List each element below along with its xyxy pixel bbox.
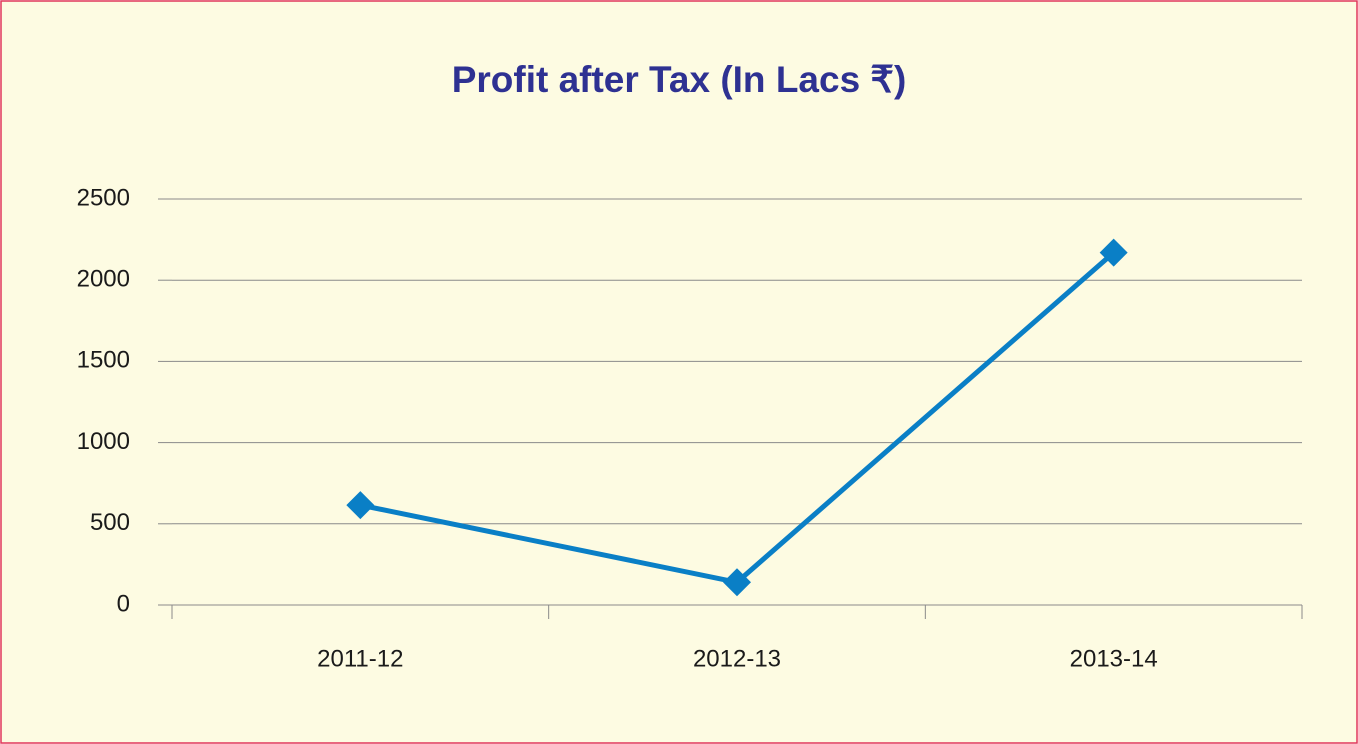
x-tick-label: 2012-13: [693, 645, 781, 672]
data-marker: [723, 568, 751, 597]
y-tick-label: 1000: [77, 428, 130, 455]
chart-title: Profit after Tax (In Lacs ₹): [452, 59, 907, 100]
x-tick-label: 2013-14: [1070, 645, 1158, 672]
y-tick-label: 500: [90, 509, 130, 536]
y-tick-label: 1500: [77, 347, 130, 374]
data-marker: [1099, 238, 1128, 267]
data-marker: [346, 491, 375, 520]
y-tick-label: 2000: [77, 266, 130, 293]
x-tick-label: 2011-12: [317, 645, 403, 672]
y-tick-label: 2500: [77, 184, 130, 211]
y-tick-label: 0: [117, 590, 130, 617]
